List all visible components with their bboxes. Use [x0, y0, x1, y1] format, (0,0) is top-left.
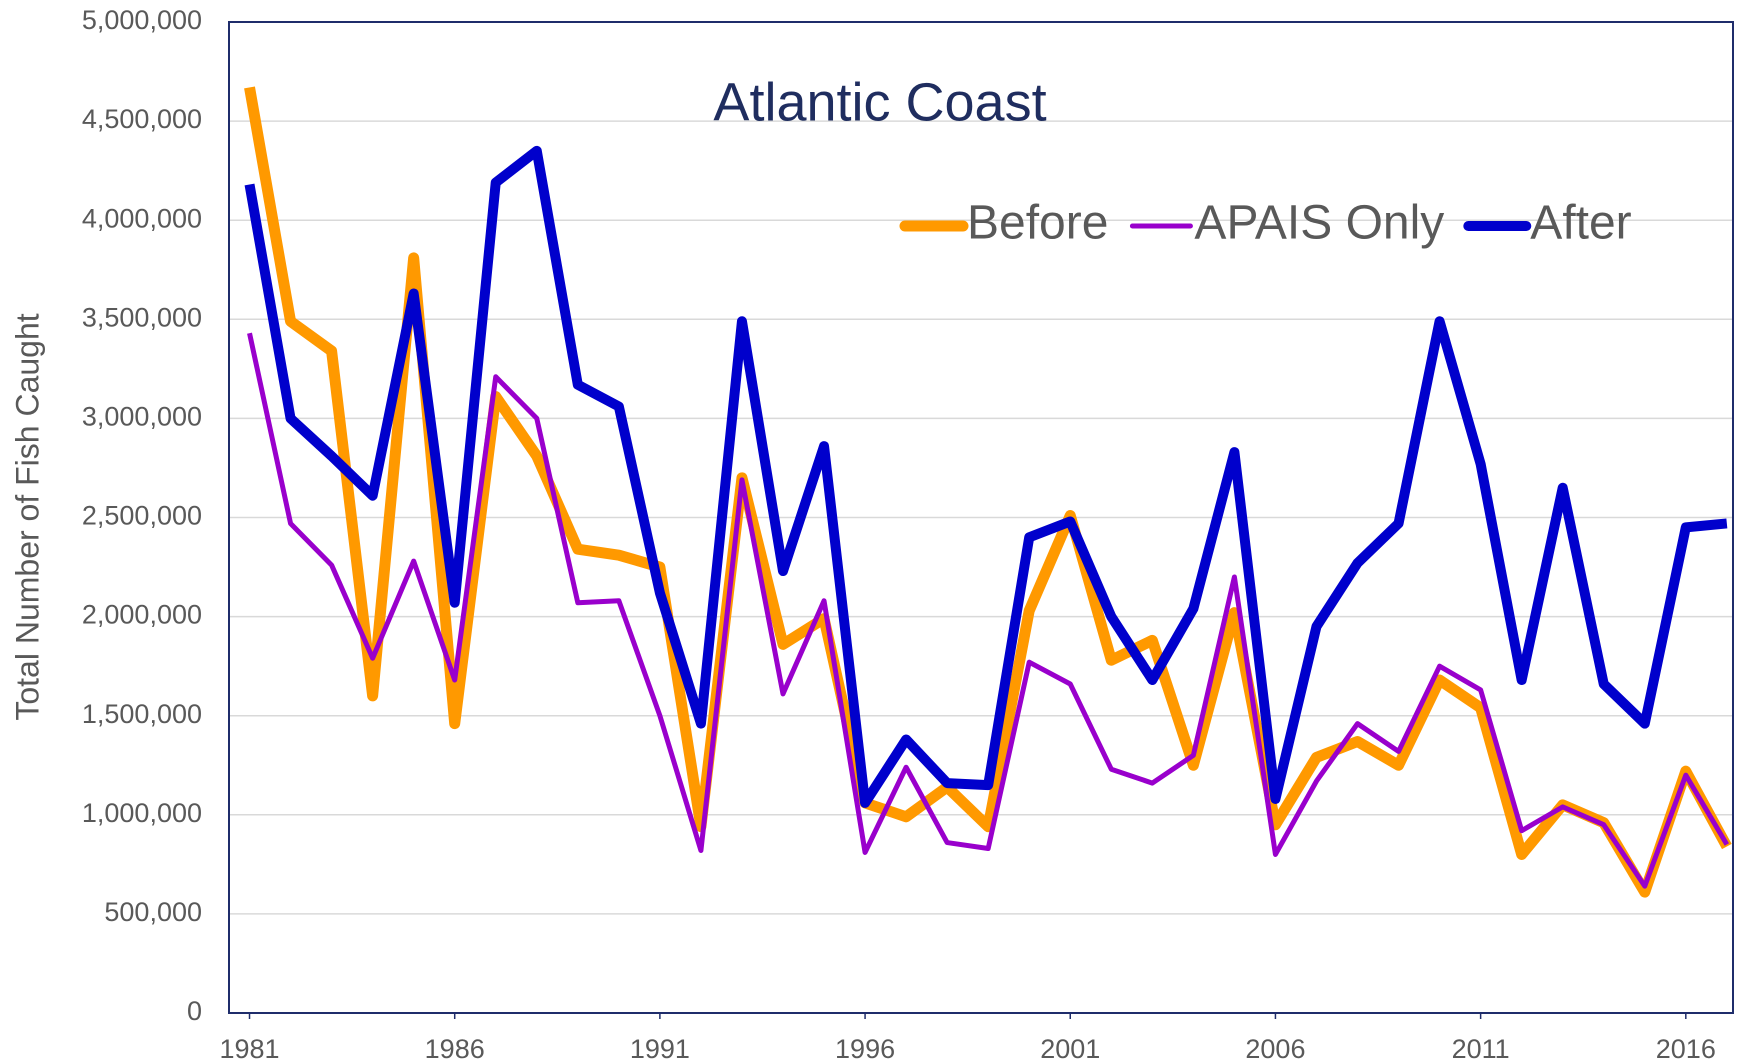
data-line [244, 145, 1728, 808]
plot-border [228, 21, 1734, 1014]
x-tick-label: 2016 [1656, 1034, 1716, 1064]
y-axis-label: Total Number of Fish Caught [9, 313, 45, 720]
y-tick-label: 3,500,000 [82, 302, 202, 332]
y-tick-label: 4,500,000 [82, 104, 202, 134]
legend-label: Before [967, 197, 1108, 250]
y-tick-label: 0 [187, 996, 202, 1026]
x-tick-label: 1986 [425, 1034, 485, 1064]
x-tick-label: 1981 [219, 1034, 279, 1064]
y-tick-label: 3,000,000 [82, 402, 202, 432]
legend-label: APAIS Only [1194, 197, 1444, 250]
chart-title: Atlantic Coast [713, 72, 1046, 132]
y-tick-label: 1,000,000 [82, 798, 202, 828]
y-tick-label: 500,000 [104, 897, 202, 927]
legend-label: After [1530, 197, 1631, 250]
x-tick-label: 2006 [1245, 1034, 1305, 1064]
y-tick-label: 1,500,000 [82, 699, 202, 729]
x-tick-label: 1991 [630, 1034, 690, 1064]
x-tick-label: 2011 [1452, 1034, 1510, 1064]
y-tick-label: 5,000,000 [82, 5, 202, 35]
y-tick-label: 2,500,000 [82, 501, 202, 531]
y-tick-label: 2,000,000 [82, 600, 202, 630]
y-tick-label: 4,000,000 [82, 203, 202, 233]
data-line [244, 86, 1732, 898]
data-line [247, 332, 1729, 889]
x-tick-label: 1996 [835, 1034, 895, 1064]
x-tick-label: 2001 [1040, 1034, 1100, 1064]
